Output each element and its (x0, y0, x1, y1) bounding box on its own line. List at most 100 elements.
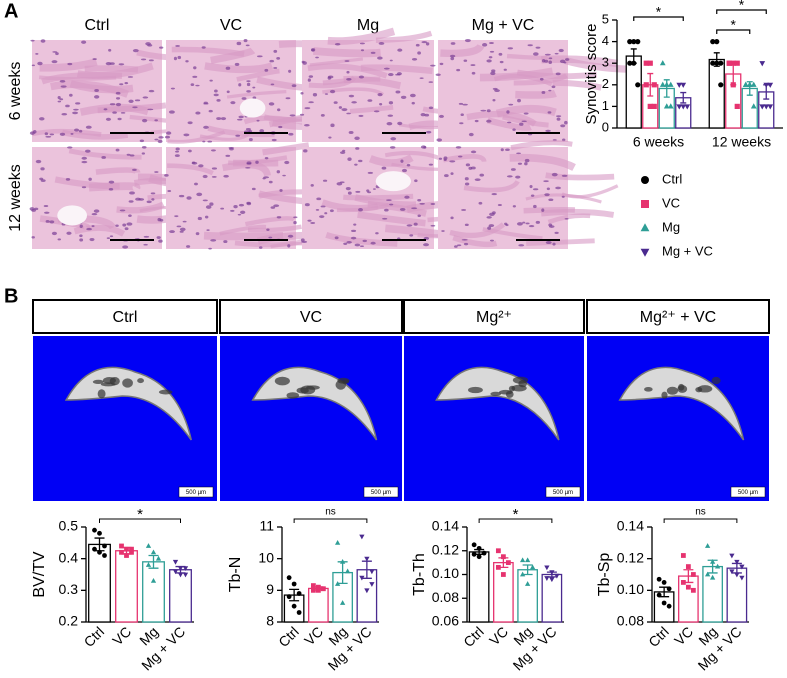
texture (119, 209, 126, 212)
data-point (627, 60, 633, 66)
data-point (709, 574, 716, 580)
data-point (690, 572, 696, 577)
texture (31, 208, 37, 212)
texture (463, 59, 468, 62)
texture (32, 130, 37, 134)
histology-image (164, 39, 342, 144)
texture (225, 66, 231, 70)
y-tick-label: 0.12 (617, 549, 644, 565)
texture (222, 161, 271, 177)
texture (474, 178, 481, 181)
data-point (704, 543, 711, 548)
texture (175, 150, 180, 153)
texture (474, 119, 479, 123)
texture (375, 171, 411, 192)
data-point (150, 549, 157, 555)
column-header: Mg²⁺ (476, 309, 512, 326)
texture (264, 156, 269, 160)
texture (285, 97, 291, 100)
data-point (92, 527, 97, 533)
texture (85, 125, 92, 129)
row-header: 6 weeks (7, 62, 24, 121)
texture (168, 110, 175, 114)
data-point (310, 587, 316, 593)
texture (307, 78, 311, 82)
texture (167, 130, 226, 144)
texture (264, 68, 269, 72)
texture (535, 220, 541, 224)
data-point (676, 104, 683, 110)
data-point (663, 103, 670, 109)
error-bar (522, 564, 533, 576)
texture (346, 77, 352, 81)
significance-label: * (513, 506, 519, 523)
scale-label: 500 µm (371, 490, 391, 496)
texture (78, 129, 83, 133)
texture (546, 187, 550, 191)
significance-bracket (663, 518, 738, 523)
texture (108, 187, 114, 191)
texture (115, 148, 120, 152)
texture (273, 67, 278, 69)
texture (191, 161, 198, 165)
texture (208, 109, 213, 113)
error-bar (289, 588, 300, 602)
texture (401, 168, 408, 173)
texture (223, 174, 229, 178)
texture (182, 220, 187, 223)
texture (216, 99, 221, 102)
texture (387, 114, 394, 117)
texture (400, 95, 407, 100)
texture (300, 385, 316, 395)
texture (61, 113, 68, 116)
data-point (750, 81, 757, 87)
texture (65, 178, 71, 181)
texture (377, 92, 383, 97)
texture (193, 66, 197, 70)
texture (274, 376, 290, 386)
texture (59, 98, 64, 101)
texture (241, 97, 247, 100)
histology-image (435, 38, 631, 142)
texture (251, 187, 256, 191)
texture (206, 229, 210, 231)
texture (426, 130, 432, 134)
texture (334, 236, 339, 240)
data-point (714, 60, 720, 66)
texture (384, 150, 442, 161)
texture (524, 162, 528, 166)
data-point (315, 584, 321, 590)
texture (389, 59, 393, 62)
texture (442, 154, 487, 163)
texture (307, 63, 388, 79)
x-tick-label: VC (671, 623, 696, 648)
scale-box (178, 486, 214, 498)
texture (544, 193, 550, 197)
texture (711, 376, 721, 385)
data-point (549, 577, 555, 583)
texture (197, 216, 202, 221)
bar (169, 569, 192, 623)
data-point (155, 555, 162, 561)
data-point (476, 554, 482, 560)
texture (105, 117, 112, 121)
data-point (680, 580, 686, 585)
texture (40, 39, 46, 43)
texture (40, 167, 45, 171)
y-tick-label: 1 (602, 98, 609, 113)
data-point (476, 545, 482, 551)
texture (378, 42, 385, 45)
texture (489, 41, 494, 45)
texture (117, 117, 122, 121)
data-point (667, 81, 674, 87)
texture (203, 102, 209, 105)
texture (480, 109, 487, 112)
texture (506, 53, 549, 60)
texture (554, 52, 559, 55)
texture (486, 109, 491, 113)
header-box (586, 299, 770, 334)
texture (207, 125, 275, 138)
texture (141, 152, 145, 155)
texture (116, 97, 121, 100)
texture (51, 60, 58, 64)
